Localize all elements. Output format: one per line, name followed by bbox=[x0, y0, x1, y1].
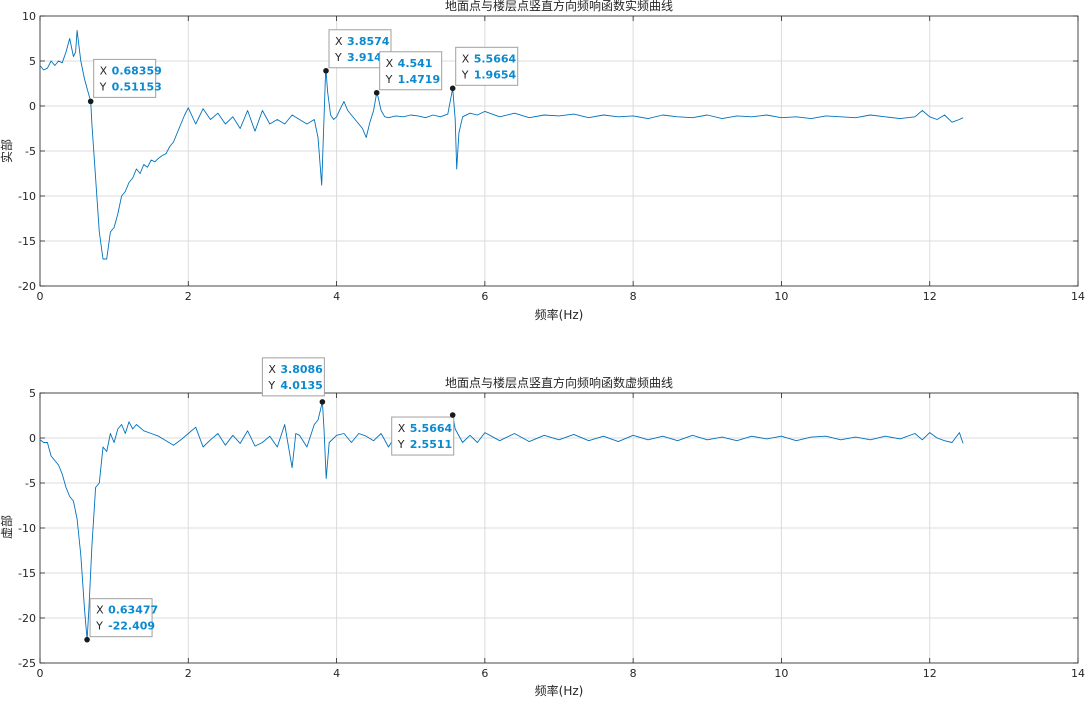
datatip-x-value: 3.8574 bbox=[347, 35, 390, 48]
datatip-y-label: Y bbox=[461, 68, 469, 81]
datatip-y-value: 2.5511 bbox=[410, 438, 452, 451]
y-axis-label-real: 实部 bbox=[0, 139, 14, 163]
x-tick-label: 12 bbox=[923, 667, 937, 680]
datatip-x-label: X bbox=[96, 604, 104, 617]
y-axis-label-imaginary: 虚部 bbox=[0, 515, 14, 539]
datatip-marker bbox=[449, 85, 456, 92]
x-tick-label: 8 bbox=[630, 667, 637, 680]
chart-title-real: 地面点与楼层点竖直方向频响函数实频曲线 bbox=[445, 0, 673, 13]
datatip-box bbox=[261, 357, 325, 397]
y-tick-label: 0 bbox=[29, 432, 36, 445]
datatip-x-label: X bbox=[386, 57, 394, 70]
datatip-x-label: X bbox=[462, 52, 470, 65]
datatip-x-value: 5.5664 bbox=[410, 422, 453, 435]
datatip-x-value: 4.541 bbox=[398, 57, 433, 70]
datatip-x-label: X bbox=[100, 64, 108, 77]
datatip-box bbox=[89, 598, 153, 638]
x-tick-label: 14 bbox=[1071, 667, 1085, 680]
datatip: X 5.5664 Y 2.5511 bbox=[391, 412, 456, 456]
datatip-x-label: X bbox=[335, 35, 343, 48]
y-tick-label: -10 bbox=[18, 190, 36, 203]
datatip: X 5.5664 Y 1.9654 bbox=[449, 46, 519, 92]
datatip-y-label: Y bbox=[385, 73, 393, 86]
x-tick-label: 2 bbox=[185, 667, 192, 680]
datatip-box bbox=[93, 58, 157, 98]
x-tick-label: 2 bbox=[185, 290, 192, 303]
datatip-y-value: 1.4719 bbox=[398, 73, 440, 86]
y-tick-label: -10 bbox=[18, 522, 36, 535]
datatip-box bbox=[391, 416, 455, 456]
datatip: X 0.63477 Y -22.409 bbox=[84, 598, 158, 643]
y-tick-label: -15 bbox=[18, 567, 36, 580]
y-tick-label: 0 bbox=[29, 100, 36, 113]
x-tick-label: 12 bbox=[923, 290, 937, 303]
series-line bbox=[39, 29, 964, 260]
imaginary-part-axes: 地面点与楼层点竖直方向频响函数虚频曲线 频率(Hz) 虚部 0 2 4 6 8 10 12 1… bbox=[0, 357, 1085, 698]
x-axis-label-real: 频率(Hz) bbox=[535, 307, 584, 322]
datatip-x-label: X bbox=[398, 422, 406, 435]
datatip-x-label: X bbox=[268, 363, 276, 376]
datatip-y-label: Y bbox=[267, 379, 275, 392]
y-tick-label: -15 bbox=[18, 235, 36, 248]
datatip-marker bbox=[84, 636, 90, 643]
y-tick-label: -20 bbox=[18, 612, 36, 625]
datatip-x-value: 3.8086 bbox=[280, 363, 323, 376]
datatip-y-value: 1.9654 bbox=[474, 68, 517, 81]
datatip-marker bbox=[87, 98, 94, 105]
series-line bbox=[39, 401, 964, 641]
datatip-y-value: 3.9149 bbox=[347, 51, 389, 64]
y-tick-label: 5 bbox=[29, 55, 36, 68]
datatip-box bbox=[379, 51, 443, 91]
datatip-x-value: 0.68359 bbox=[112, 64, 162, 77]
x-tick-label: 6 bbox=[481, 290, 488, 303]
datatip-marker bbox=[319, 399, 326, 405]
x-tick-label: 6 bbox=[481, 667, 488, 680]
datatip: X 3.8086 Y 4.0135 bbox=[261, 357, 326, 405]
y-tick-label: 10 bbox=[22, 10, 36, 23]
datatip-y-label: Y bbox=[95, 620, 103, 633]
datatip: X 0.68359 Y 0.51153 bbox=[87, 58, 162, 105]
datatip-y-label: Y bbox=[397, 438, 405, 451]
datatip-marker bbox=[373, 89, 380, 96]
datatip-box bbox=[455, 46, 519, 86]
datatip-y-label: Y bbox=[334, 51, 342, 64]
datatip-x-value: 0.63477 bbox=[108, 604, 158, 617]
x-tick-label: 0 bbox=[37, 290, 44, 303]
datatip-y-value: -22.409 bbox=[108, 620, 155, 633]
chart-title-imaginary: 地面点与楼层点竖直方向频响函数虚频曲线 bbox=[445, 375, 673, 390]
datatip-marker bbox=[449, 412, 456, 418]
x-tick-label: 8 bbox=[630, 290, 637, 303]
y-tick-label: -5 bbox=[25, 145, 36, 158]
x-tick-label: 14 bbox=[1071, 290, 1085, 303]
y-tick-label: -20 bbox=[18, 280, 36, 293]
datatip-y-value: 0.51153 bbox=[112, 80, 162, 93]
x-tick-label: 10 bbox=[774, 290, 788, 303]
y-tick-label: -25 bbox=[18, 657, 36, 670]
x-tick-label: 4 bbox=[333, 667, 340, 680]
x-axis-label-imaginary: 频率(Hz) bbox=[535, 683, 584, 698]
datatip-y-value: 4.0135 bbox=[280, 379, 322, 392]
datatip: X 4.541 Y 1.4719 bbox=[373, 51, 443, 96]
real-part-axes: 地面点与楼层点竖直方向频响函数实频曲线 频率(Hz) 实部 0 2 4 6 8 10 12 1… bbox=[0, 0, 1085, 322]
datatip-y-label: Y bbox=[99, 80, 107, 93]
datatip-x-value: 5.5664 bbox=[474, 52, 517, 65]
x-tick-label: 10 bbox=[774, 667, 788, 680]
y-tick-label: -5 bbox=[25, 477, 36, 490]
x-tick-label: 0 bbox=[37, 667, 44, 680]
datatip-marker bbox=[323, 67, 329, 74]
y-tick-label: 5 bbox=[29, 387, 36, 400]
x-tick-label: 4 bbox=[333, 290, 340, 303]
